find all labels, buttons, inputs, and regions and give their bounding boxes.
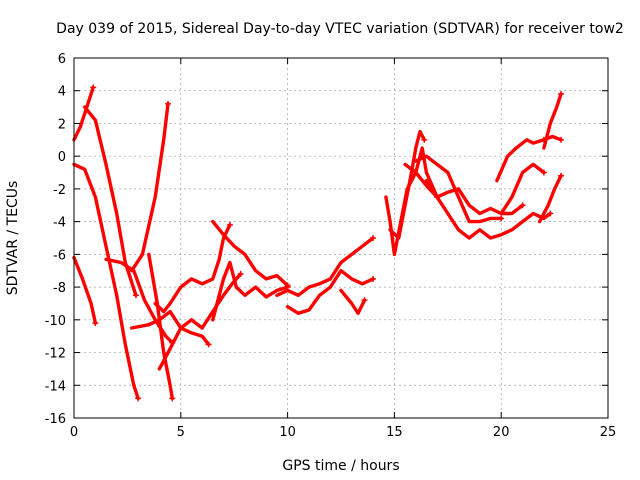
marker-track-07 (169, 395, 176, 402)
y-tick-label: -8 (53, 281, 66, 296)
marker-track-06 (164, 100, 171, 107)
series-track-11 (211, 260, 290, 322)
marker-track-14 (370, 275, 377, 282)
x-tick-label: 10 (279, 425, 296, 440)
series-track-13 (275, 236, 375, 297)
series-track-22 (499, 162, 546, 216)
series-track-15 (339, 288, 367, 315)
marker-track-18 (519, 202, 526, 209)
marker-track-12 (284, 282, 291, 289)
data-series (72, 84, 565, 402)
marker-track-23 (558, 91, 565, 97)
series-track-10 (157, 272, 243, 371)
series-track-06 (129, 102, 170, 273)
marker-track-17 (421, 136, 428, 143)
marker-track-08 (205, 341, 212, 348)
series-track-05 (104, 257, 175, 345)
marker-track-03 (135, 395, 142, 402)
marker-track-19 (547, 210, 554, 217)
marker-track-20 (498, 215, 505, 222)
x-tick-label: 15 (386, 425, 403, 440)
y-tick-label: -14 (45, 379, 66, 394)
series-track-04 (72, 255, 98, 325)
series-track-17 (388, 129, 426, 240)
y-tick-label: -16 (45, 412, 66, 427)
x-tick-label: 20 (493, 425, 510, 440)
axis-ticks: 0 5 10 15 20 25 -16 -14 -12 -10 -8 -6 -4 -2 0 2 4 6 (45, 52, 617, 440)
marker-track-25 (558, 172, 565, 179)
x-tick-label: 5 (177, 425, 185, 440)
chart-title: Day 039 of 2015, Sidereal Day-to-day VTE… (56, 21, 624, 37)
y-axis-title: SDTVAR / TECUs (5, 181, 21, 296)
series-track-03 (72, 162, 140, 401)
x-tick-label: 0 (70, 425, 78, 440)
y-tick-label: 4 (58, 85, 66, 100)
y-tick-label: -6 (53, 248, 66, 263)
series-track-23 (542, 92, 563, 150)
series-track-07 (147, 252, 175, 401)
marker-track-02 (132, 292, 139, 299)
series-track-12 (211, 219, 290, 288)
y-tick-label: -10 (45, 314, 66, 329)
series-track-08 (129, 309, 211, 347)
y-tick-label: -12 (45, 347, 66, 362)
marker-track-13 (370, 235, 377, 241)
marker-track-22 (540, 169, 547, 176)
marker-track-10 (237, 271, 244, 277)
series-track-09 (153, 223, 232, 314)
series-track-14 (285, 269, 375, 315)
series-track-20 (414, 154, 503, 224)
series-track-19 (424, 178, 552, 240)
marker-track-01 (90, 84, 97, 91)
marker-track-15 (361, 297, 368, 304)
plot-frame (73, 57, 609, 419)
series-track-01 (72, 85, 95, 142)
series-track-21 (495, 138, 546, 183)
marker-track-04 (92, 320, 99, 327)
series-track-24 (542, 134, 563, 142)
grid (74, 58, 608, 418)
marker-track-09 (226, 221, 233, 228)
series-track-25 (537, 174, 563, 224)
y-tick-label: 6 (58, 52, 66, 67)
x-tick-label: 25 (600, 425, 617, 440)
y-tick-label: -2 (53, 183, 66, 198)
y-tick-label: 0 (58, 150, 66, 165)
y-tick-label: 2 (58, 117, 66, 132)
y-tick-label: -4 (53, 216, 66, 231)
marker-track-24 (558, 136, 565, 143)
x-axis-title: GPS time / hours (282, 458, 399, 474)
